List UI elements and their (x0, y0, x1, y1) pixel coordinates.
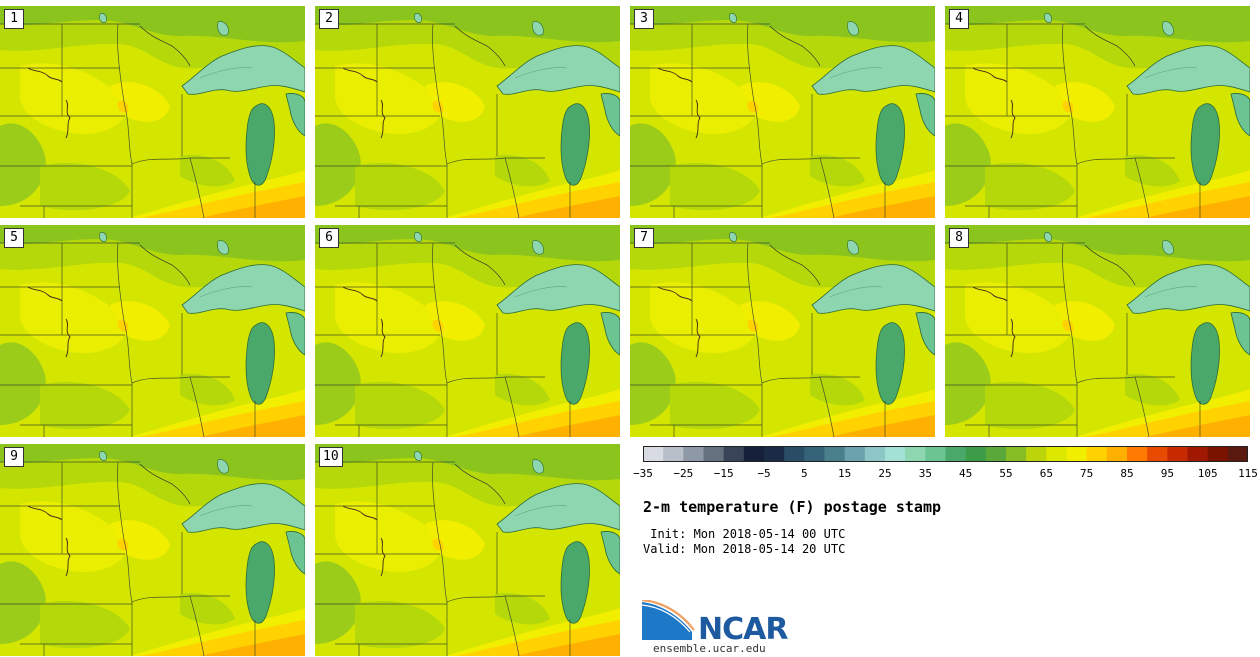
colorbar-swatch (885, 446, 906, 462)
colorbar-swatch (1106, 446, 1128, 462)
temperature-map (945, 225, 1250, 437)
colorbar-tick-label: −5 (757, 467, 771, 480)
temperature-map (315, 225, 620, 437)
colorbar-swatch (723, 446, 745, 462)
colorbar-tick-label: 15 (838, 467, 852, 480)
init-time: Init: Mon 2018-05-14 00 UTC (643, 527, 846, 541)
colorbar-swatch (1187, 446, 1209, 462)
member-panel-8: 8 (945, 225, 1250, 437)
colorbar-swatch (824, 446, 846, 462)
colorbar-tick-label: 25 (878, 467, 892, 480)
colorbar-tick-label: −25 (673, 467, 694, 480)
member-number: 4 (949, 9, 969, 29)
colorbar-swatch (1086, 446, 1108, 462)
colorbar-swatch (703, 446, 725, 462)
colorbar-swatch (925, 446, 946, 462)
colorbar-tick-label: −15 (713, 467, 734, 480)
member-number: 1 (4, 9, 24, 29)
colorbar-tick-label: 35 (918, 467, 932, 480)
colorbar-swatch (764, 446, 785, 462)
member-panel-10: 10 (315, 444, 620, 656)
colorbar-swatch (743, 446, 765, 462)
temperature-map (945, 6, 1250, 218)
colorbar-swatch (905, 446, 926, 462)
colorbar-swatch (663, 446, 684, 462)
member-panel-7: 7 (630, 225, 935, 437)
member-number: 2 (319, 9, 339, 29)
chart-title: 2-m temperature (F) postage stamp (643, 498, 942, 516)
colorbar-tick-label: 115 (1238, 467, 1258, 480)
colorbar-swatch (1147, 446, 1168, 462)
colorbar-tick-label: 85 (1120, 467, 1134, 480)
temperature-map (0, 6, 305, 218)
colorbar-swatch (844, 446, 866, 462)
temperature-map (630, 6, 935, 218)
colorbar-swatch (1227, 446, 1248, 462)
colorbar-swatch (804, 446, 825, 462)
colorbar-tick-label: 5 (801, 467, 808, 480)
colorbar-tick-label: 75 (1080, 467, 1094, 480)
colorbar-swatch (985, 446, 1007, 462)
colorbar-swatch (864, 446, 886, 462)
colorbar-swatch (683, 446, 704, 462)
colorbar-swatch (1026, 446, 1047, 462)
member-panel-9: 9 (0, 444, 305, 656)
colorbar-swatch (1127, 446, 1148, 462)
colorbar-tick-label: −35 (633, 467, 653, 480)
member-panel-5: 5 (0, 225, 305, 437)
colorbar-swatch (643, 446, 664, 462)
colorbar-swatch (784, 446, 805, 462)
colorbar-tick-label: 45 (959, 467, 973, 480)
colorbar-tick-label: 105 (1197, 467, 1218, 480)
member-panel-3: 3 (630, 6, 935, 218)
temperature-map (630, 225, 935, 437)
colorbar-swatch (1207, 446, 1229, 462)
temperature-map (315, 444, 620, 656)
colorbar-tick-label: 55 (999, 467, 1013, 480)
member-panel-4: 4 (945, 6, 1250, 218)
temperature-map (0, 225, 305, 437)
colorbar-tick-label: 65 (1039, 467, 1053, 480)
colorbar-swatch (1167, 446, 1188, 462)
member-number: 8 (949, 228, 969, 248)
member-panel-6: 6 (315, 225, 620, 437)
colorbar-swatch (1046, 446, 1067, 462)
source-url: ensemble.ucar.edu (653, 642, 766, 655)
member-number: 3 (634, 9, 654, 29)
member-panel-1: 1 (0, 6, 305, 218)
colorbar-swatch (1066, 446, 1088, 462)
member-number: 6 (319, 228, 339, 248)
member-number: 5 (4, 228, 24, 248)
colorbar-swatch (945, 446, 967, 462)
temperature-map (0, 444, 305, 656)
member-panel-2: 2 (315, 6, 620, 218)
colorbar-swatch (1006, 446, 1027, 462)
colorbar (643, 446, 1248, 462)
member-number: 10 (319, 447, 343, 467)
colorbar-tick-label: 95 (1160, 467, 1174, 480)
valid-time: Valid: Mon 2018-05-14 20 UTC (643, 542, 846, 556)
colorbar-swatch (965, 446, 987, 462)
ncar-logo-text: NCAR (698, 612, 788, 647)
member-number: 7 (634, 228, 654, 248)
ncar-logo (642, 600, 695, 640)
member-number: 9 (4, 447, 24, 467)
temperature-map (315, 6, 620, 218)
